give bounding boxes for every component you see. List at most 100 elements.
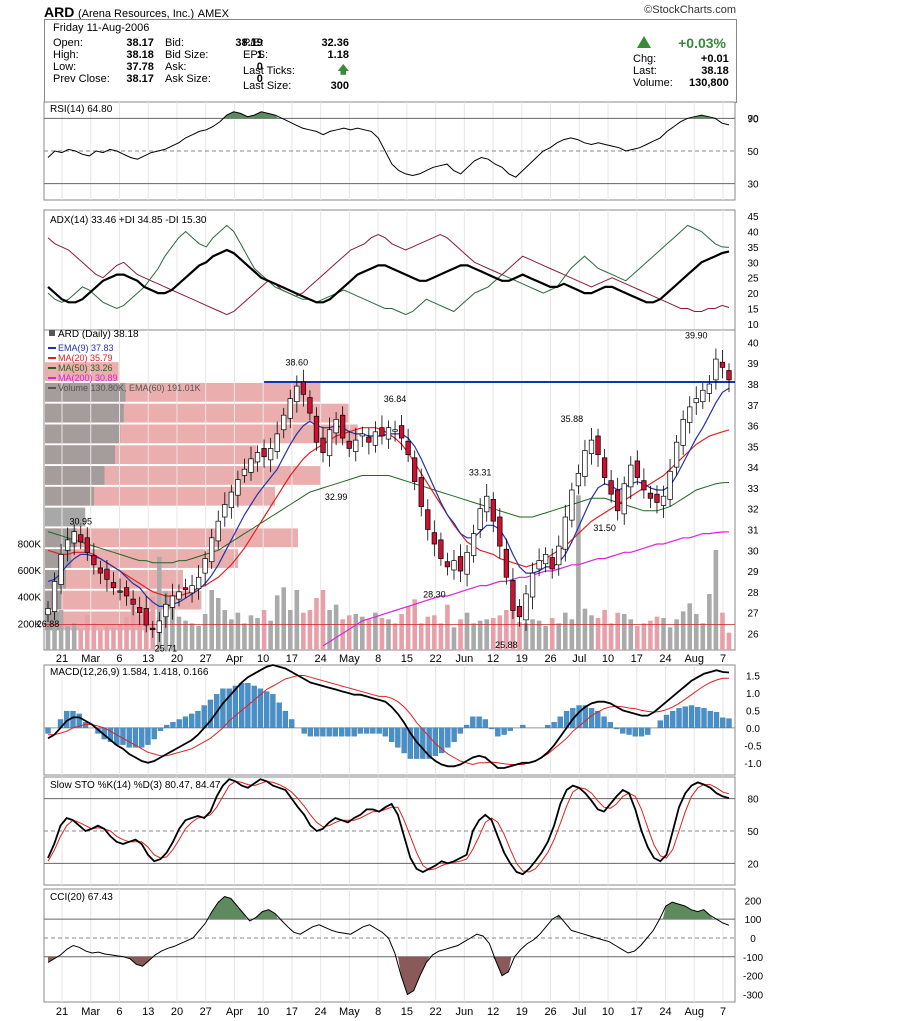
price-candle: [700, 389, 706, 403]
macd-histogram-bar: [201, 705, 207, 729]
quote-col-2: Bid: 38.19 Bid Size: 1 Ask: 0 Ask Size: 0: [165, 37, 267, 85]
volume-bar: [490, 618, 496, 650]
bid-size-label: Bid Size:: [165, 49, 209, 61]
x-axis-label: 19: [516, 1006, 528, 1018]
macd-histogram-bar: [370, 727, 376, 734]
volume-bar: [687, 603, 693, 650]
price-tick-label: 32: [747, 505, 759, 516]
price-candle: [667, 470, 673, 500]
x-axis-label: 15: [401, 653, 413, 665]
macd-histogram-bar: [645, 727, 651, 735]
price-candle: [706, 383, 712, 394]
volume-bar: [98, 630, 103, 650]
volume-bar: [589, 615, 594, 650]
macd-histogram-bar: [395, 727, 401, 748]
macd-histogram-bar: [607, 722, 613, 729]
volume-bar: [366, 619, 372, 650]
macd-histogram-bar: [351, 727, 357, 737]
plus-di-line: [47, 224, 730, 316]
macd-histogram-bar: [407, 727, 414, 759]
price-candle: [202, 558, 208, 574]
price-annotation: 25.71: [155, 643, 178, 653]
price-candle: [431, 532, 437, 545]
company-name: (Arena Resources, Inc.): [77, 8, 195, 20]
x-axis-label: 20: [171, 653, 183, 665]
ask-size-label: Ask Size:: [165, 73, 211, 85]
x-axis-label: 10: [257, 653, 269, 665]
volume-bar: [301, 612, 306, 650]
macd-histogram-bar: [132, 727, 139, 748]
volume-bar: [176, 616, 182, 650]
rsi-line: [47, 111, 730, 178]
macd-histogram-bar: [432, 727, 439, 756]
macd-histogram-bar: [401, 727, 407, 754]
volume-tick-label: 200K: [18, 619, 42, 630]
macd-histogram-bar: [382, 727, 389, 737]
sto-tick-label: 20: [747, 859, 759, 870]
volume-bar: [117, 624, 123, 650]
price-candle: [110, 582, 117, 589]
macd-histogram-bar: [707, 710, 713, 729]
volume-tick-label: 600K: [18, 566, 42, 577]
macd-histogram-bar: [620, 727, 626, 734]
volume-bar: [576, 495, 581, 650]
volume-bar: [438, 623, 444, 650]
last-size-label: Last Size:: [243, 80, 292, 92]
price-annotation: 32.99: [325, 492, 348, 502]
price-tick-label: 40: [747, 338, 759, 349]
price-candle: [222, 504, 228, 518]
last-value: 38.18: [701, 65, 729, 77]
price-candle: [176, 591, 182, 600]
adx-tick-label: 35: [747, 243, 759, 254]
price-candle: [117, 590, 123, 593]
high-label: High:: [53, 49, 79, 61]
volume-bar: [235, 612, 241, 650]
price-candle: [719, 361, 726, 368]
quote-col-1: Open: 38.17 High: 38.18 Low: 37.78 Prev Clo…: [53, 37, 158, 85]
volume-bar: [143, 619, 149, 650]
price-candle: [182, 587, 189, 591]
volume-bar: [255, 618, 260, 650]
x-axis-label: 17: [286, 653, 298, 665]
open-label: Open:: [53, 37, 83, 49]
macd-title: MACD(12,26,9) 1.584, 1.418, 0.166: [50, 667, 209, 678]
macd-histogram-bar: [120, 727, 126, 745]
volume-bar: [536, 620, 542, 650]
price-candle: [438, 539, 444, 559]
ma200-line: [322, 531, 730, 647]
macd-histogram-bar: [713, 712, 720, 729]
chg-value: +0.01: [700, 53, 729, 65]
volume-bar: [615, 612, 620, 650]
macd-histogram-bar: [107, 727, 114, 742]
quote-col-4: Chg: +0.01 Last: 38.18 Volume: 130,800: [633, 53, 733, 89]
volume-bar: [595, 618, 601, 650]
price-candle: [71, 531, 77, 544]
volume-bar: [202, 614, 208, 650]
bid-label: Bid:: [165, 37, 184, 49]
price-tick-label: 34: [747, 463, 759, 474]
adx-title: ADX(14) 33.46 +DI 34.85 -DI 15.30: [50, 215, 207, 226]
volume-bar: [183, 620, 188, 650]
price-candle: [385, 427, 392, 440]
price-candle: [425, 509, 431, 530]
macd-histogram-bar: [326, 727, 332, 737]
macd-histogram-bar: [257, 688, 264, 729]
volume-bar: [497, 615, 503, 650]
volume-bar: [556, 623, 562, 650]
macd-histogram-bar: [264, 691, 270, 729]
price-tick-label: 28: [747, 588, 759, 599]
price-tick-label: 36: [747, 422, 759, 433]
macd-histogram-bar: [545, 724, 551, 729]
price-candle: [582, 450, 588, 477]
volume-bar: [621, 614, 627, 650]
price-candle: [641, 480, 647, 491]
cci-line: [47, 895, 730, 996]
pct-change: +0.03%: [678, 35, 726, 51]
x-axis-label: 7: [720, 1006, 726, 1018]
adx-tick-label: 30: [747, 258, 759, 269]
cci-tick-label: 200: [745, 896, 762, 907]
last-label: Last:: [633, 65, 657, 77]
x-axis-label: Aug: [684, 1006, 704, 1018]
macd-histogram-bar: [289, 719, 295, 729]
